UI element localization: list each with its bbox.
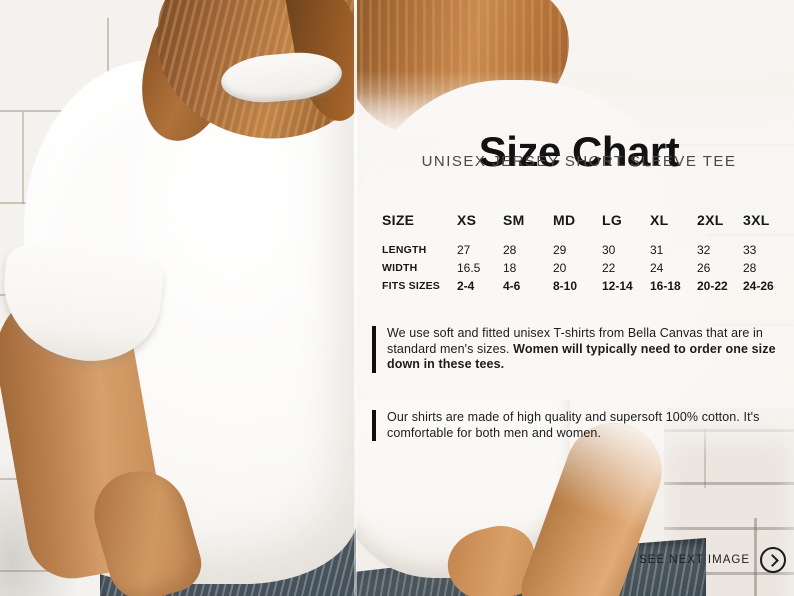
table-cell: 22 — [602, 261, 616, 275]
table-cell: 32 — [697, 243, 711, 257]
column-header: MD — [553, 212, 576, 228]
column-header: XS — [457, 212, 477, 228]
table-cell: 16.5 — [457, 261, 481, 275]
table-cell: 29 — [553, 243, 567, 257]
table-cell: 8-10 — [553, 279, 578, 293]
table-cell: 24-26 — [743, 279, 774, 293]
table-cell: 28 — [743, 261, 757, 275]
table-cell: 18 — [503, 261, 517, 275]
table-cell: 24 — [650, 261, 664, 275]
table-cell: 20-22 — [697, 279, 728, 293]
table-cell: 33 — [743, 243, 757, 257]
column-header: 2XL — [697, 212, 724, 228]
see-next-image-button[interactable]: SEE NEXT IMAGE — [639, 547, 786, 573]
column-header: 3XL — [743, 212, 770, 228]
table-cell: 2-4 — [457, 279, 475, 293]
page-title: Size Chart — [478, 128, 680, 176]
note-material: Our shirts are made of high quality and … — [372, 410, 776, 442]
note-text: Our shirts are made of high quality and … — [387, 410, 776, 441]
table-cell: 28 — [503, 243, 517, 257]
table-cell: 30 — [602, 243, 616, 257]
table-cell: 31 — [650, 243, 664, 257]
chevron-right-icon — [765, 553, 779, 567]
chevron-right-circle-icon — [760, 547, 786, 573]
column-header: SIZE — [382, 212, 415, 228]
see-next-image-label: SEE NEXT IMAGE — [639, 554, 750, 566]
note-regular-text: Our shirts are made of high quality and … — [387, 410, 760, 440]
column-header: SM — [503, 212, 525, 228]
note-regular-text: We use soft and fitted unisex T-shirts f… — [387, 326, 763, 356]
accent-bar — [372, 410, 376, 442]
table-cell: 26 — [697, 261, 711, 275]
table-cell: 20 — [553, 261, 567, 275]
column-header: XL — [650, 212, 669, 228]
table-cell: 4-6 — [503, 279, 521, 293]
size-chart-table: SIZE XS SM MD LG XL 2XL 3XL LENGTH 27 28… — [382, 212, 793, 297]
model-photo-front — [0, 0, 356, 596]
note-text: We use soft and fitted unisex T-shirts f… — [387, 326, 776, 373]
table-cell: 27 — [457, 243, 471, 257]
table-cell: 16-18 — [650, 279, 681, 293]
row-label-fits-sizes: FITS SIZES — [382, 280, 441, 292]
row-label-length: LENGTH — [382, 244, 427, 256]
page-subtitle: UNISEX JERSEY SHORT SLEEVE TEE — [421, 153, 737, 170]
photo-seam-divider — [354, 0, 357, 596]
size-chart-panel: Size Chart UNISEX JERSEY SHORT SLEEVE TE… — [356, 0, 794, 596]
accent-bar — [372, 326, 376, 373]
note-bold-text: Women will typically need to order one s… — [387, 341, 776, 372]
column-header: LG — [602, 212, 623, 228]
table-cell: 12-14 — [602, 279, 633, 293]
row-label-width: WIDTH — [382, 262, 418, 274]
note-fit-advice: We use soft and fitted unisex T-shirts f… — [372, 326, 776, 373]
